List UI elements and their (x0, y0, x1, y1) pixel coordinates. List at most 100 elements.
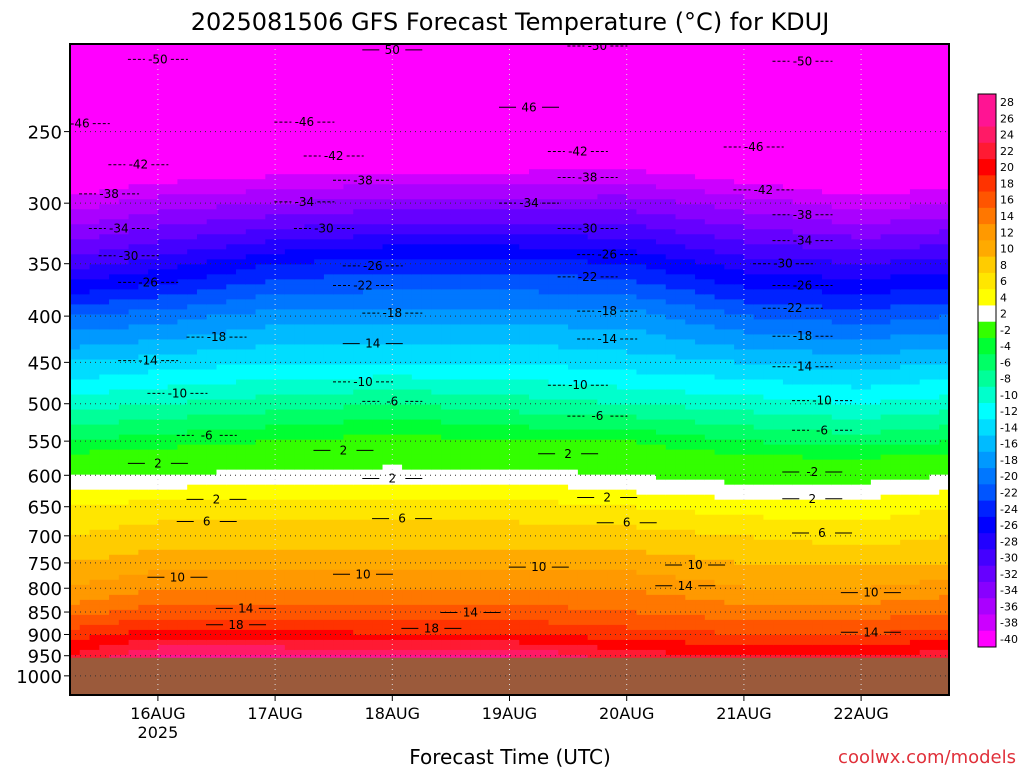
heatmap-cell (343, 139, 354, 145)
heatmap-cell (363, 439, 374, 446)
heatmap-cell (333, 499, 345, 506)
heatmap-cell (372, 494, 384, 501)
heatmap-cell (304, 624, 315, 631)
heatmap-cell (236, 509, 247, 516)
heatmap-cell (255, 554, 266, 561)
heatmap-cell (421, 549, 432, 556)
heatmap-cell (99, 189, 110, 195)
heatmap-cell (284, 269, 296, 275)
heatmap-cell (138, 244, 149, 250)
heatmap-cell (382, 584, 393, 591)
heatmap-cell (411, 539, 423, 546)
heatmap-cell (363, 539, 374, 546)
heatmap-cell (363, 239, 374, 245)
heatmap-cell (216, 49, 227, 55)
heatmap-cell (187, 564, 198, 571)
heatmap-cell (187, 519, 198, 526)
heatmap-cell (314, 469, 325, 476)
heatmap-cell (206, 619, 218, 626)
heatmap-cell (187, 104, 198, 110)
heatmap-cell (372, 564, 384, 571)
heatmap-cell (245, 104, 257, 110)
heatmap-cell (411, 479, 423, 486)
heatmap-cell (372, 154, 384, 160)
heatmap-cell (79, 179, 91, 185)
heatmap-cell (421, 379, 432, 386)
heatmap-cell (363, 104, 374, 110)
heatmap-cell (226, 454, 237, 461)
heatmap-cell (196, 244, 208, 250)
heatmap-cell (372, 134, 384, 140)
heatmap-cell (128, 269, 139, 275)
heatmap-cell (187, 494, 198, 501)
heatmap-cell (157, 654, 169, 661)
heatmap-cell (89, 74, 100, 80)
heatmap-cell (441, 284, 452, 290)
heatmap-cell (275, 344, 286, 351)
heatmap-cell (245, 239, 257, 245)
heatmap-cell (323, 629, 335, 636)
heatmap-cell (392, 449, 403, 456)
heatmap-cell (284, 294, 296, 300)
heatmap-cell (382, 154, 393, 160)
heatmap-cell (226, 414, 237, 421)
heatmap-cell (70, 124, 81, 130)
heatmap-cell (196, 269, 208, 275)
heatmap-cell (363, 304, 374, 311)
heatmap-cell (402, 539, 413, 546)
heatmap-cell (314, 59, 325, 65)
heatmap-cell (70, 544, 81, 551)
heatmap-cell (382, 134, 393, 140)
heatmap-cell (402, 279, 413, 285)
heatmap-cell (323, 304, 335, 311)
heatmap-cell (284, 89, 296, 95)
heatmap-cell (157, 324, 169, 331)
heatmap-cell (236, 219, 247, 225)
heatmap-cell (402, 404, 413, 411)
heatmap-cell (99, 374, 110, 381)
heatmap-cell (323, 144, 335, 150)
heatmap-cell (138, 394, 149, 401)
heatmap-cell (372, 289, 384, 295)
heatmap-cell (236, 529, 247, 536)
heatmap-cell (216, 329, 227, 336)
heatmap-cell (304, 74, 315, 80)
heatmap-cell (196, 314, 208, 321)
heatmap-cell (138, 454, 149, 461)
heatmap-cell (431, 394, 442, 401)
heatmap-cell (343, 349, 354, 356)
heatmap-cell (255, 349, 266, 356)
heatmap-cell (304, 419, 315, 426)
heatmap-cell (284, 324, 296, 331)
heatmap-cell (109, 349, 120, 356)
heatmap-cell (79, 309, 91, 316)
heatmap-cell (265, 509, 276, 516)
heatmap-cell (314, 284, 325, 290)
heatmap-cell (421, 189, 432, 195)
heatmap-cell (275, 554, 286, 561)
heatmap-cell (109, 194, 120, 200)
heatmap-cell (353, 144, 364, 150)
heatmap-cell (216, 184, 227, 190)
heatmap-cell (89, 89, 100, 95)
heatmap-cell (89, 44, 100, 50)
heatmap-cell (421, 499, 432, 506)
heatmap-cell (304, 64, 315, 70)
heatmap-cell (99, 184, 110, 190)
heatmap-cell (353, 319, 364, 326)
heatmap-cell (294, 589, 305, 596)
heatmap-cell (138, 539, 149, 546)
heatmap-cell (216, 624, 227, 631)
heatmap-cell (148, 614, 159, 621)
heatmap-cell (255, 149, 266, 155)
heatmap-cell (187, 239, 198, 245)
heatmap-cell (372, 54, 384, 60)
heatmap-cell (245, 624, 257, 631)
heatmap-cell (431, 464, 442, 471)
heatmap-cell (128, 259, 139, 265)
heatmap-cell (441, 259, 452, 265)
heatmap-cell (177, 204, 188, 210)
heatmap-cell (411, 109, 423, 115)
heatmap-cell (372, 489, 384, 496)
heatmap-cell (236, 584, 247, 591)
